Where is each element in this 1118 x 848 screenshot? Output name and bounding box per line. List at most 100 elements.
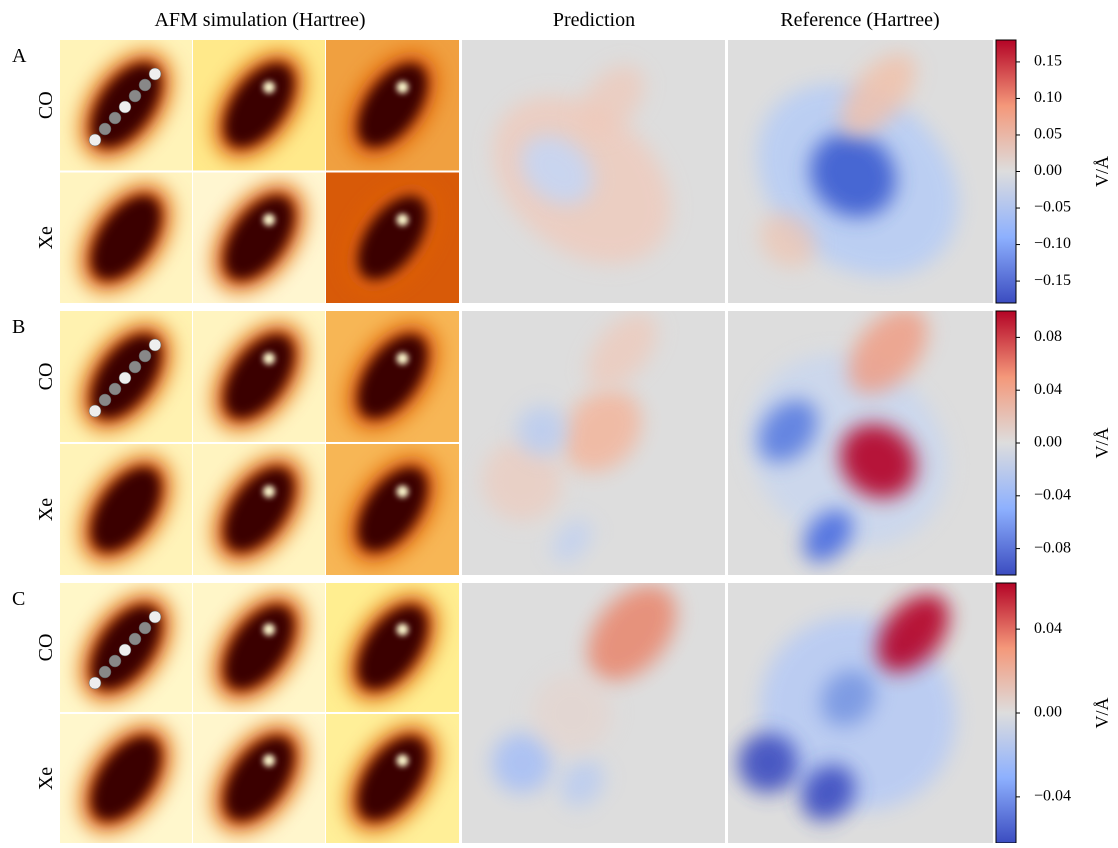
colorbar-tick-label: 0.04 [1034, 381, 1062, 398]
colorbar-tick-label: −0.04 [1034, 788, 1071, 805]
afm-image [193, 444, 325, 575]
afm-blob [224, 605, 294, 690]
colorbar-tick-label: 0.00 [1034, 162, 1062, 179]
afm-spot [396, 754, 409, 767]
afm-image [326, 583, 459, 712]
afm-blob [224, 63, 294, 148]
probe-label: CO [35, 91, 57, 119]
afm-blob [357, 605, 428, 690]
potential-region [848, 311, 928, 394]
afm-image [326, 172, 459, 303]
colorbar-tick-label: 0.15 [1034, 53, 1062, 70]
afm-blob [224, 736, 294, 821]
potential-region [820, 669, 876, 727]
potential-region [738, 733, 798, 793]
atom [108, 111, 122, 125]
potential-region [520, 135, 594, 205]
afm-image [326, 444, 459, 575]
colorbar-tick-label: −0.10 [1034, 235, 1071, 252]
potential-region [876, 594, 950, 672]
afm-spot [396, 352, 409, 365]
afm-blob [224, 195, 294, 280]
afm-spot [396, 81, 409, 94]
afm-blob [357, 63, 428, 148]
colorbar-tick-label: −0.08 [1034, 539, 1071, 556]
atom [88, 133, 102, 147]
atom [138, 78, 152, 92]
potential-region [552, 519, 592, 563]
atom [128, 89, 142, 103]
potential-region [517, 406, 567, 456]
afm-blob [91, 195, 161, 280]
afm-blob [357, 334, 428, 419]
afm-image [60, 40, 192, 171]
potential-region [492, 733, 552, 793]
potential-map [728, 583, 993, 843]
colorbar-tick-label: 0.00 [1034, 704, 1062, 721]
afm-spot [263, 623, 275, 636]
afm-image [60, 444, 192, 575]
atom [138, 349, 152, 363]
potential-region [840, 53, 916, 137]
colorbar-tick-label: 0.10 [1034, 89, 1062, 106]
atom [108, 382, 122, 396]
afm-image [60, 714, 192, 843]
probe-label: Xe [35, 767, 57, 790]
probe-label: CO [35, 634, 57, 662]
atom [98, 393, 112, 407]
atom [118, 100, 132, 114]
afm-image [60, 172, 192, 303]
colorbar-tick-label: 0.00 [1034, 434, 1062, 451]
afm-image [60, 583, 192, 712]
potential-map [462, 311, 725, 575]
afm-spot [263, 485, 275, 498]
afm-spot [396, 213, 409, 226]
potential-region [482, 441, 562, 521]
potential-region [803, 509, 853, 563]
atom [138, 621, 152, 635]
atom [148, 338, 162, 352]
afm-image [193, 40, 325, 171]
row-letter: B [12, 316, 25, 338]
afm-image [193, 311, 325, 442]
afm-spot [396, 623, 409, 636]
potential-map [728, 311, 993, 575]
afm-blob [224, 467, 294, 552]
probe-label: Xe [35, 226, 57, 249]
afm-blob [357, 467, 428, 552]
atom [148, 610, 162, 624]
atom [118, 643, 132, 657]
afm-image [193, 583, 325, 712]
afm-image [60, 311, 192, 442]
column-header: Prediction [553, 9, 635, 31]
afm-spot [396, 485, 409, 498]
atom [88, 676, 102, 690]
potential-region [562, 389, 642, 473]
probe-label: Xe [35, 498, 57, 521]
afm-blob [224, 334, 294, 419]
row-letter: C [12, 588, 25, 610]
probe-label: CO [35, 363, 57, 391]
colorbar-tick-label: 0.05 [1034, 126, 1062, 143]
atom [148, 67, 162, 81]
colorbar-tick-label: −0.15 [1034, 272, 1071, 289]
potential-map [462, 40, 725, 303]
row-letter: A [12, 45, 27, 67]
afm-spot [263, 754, 275, 767]
colorbar-tick-label: 0.08 [1034, 328, 1062, 345]
afm-blob [91, 467, 161, 552]
potential-region [559, 759, 605, 807]
atom [98, 665, 112, 679]
afm-spot [263, 213, 275, 226]
potential-region [587, 585, 677, 681]
column-header: Reference (Hartree) [780, 9, 939, 31]
atom [128, 360, 142, 374]
colorbar [995, 310, 1017, 576]
potential-region [579, 65, 645, 135]
colorbar [995, 39, 1017, 304]
colorbar-tick-label: −0.05 [1034, 199, 1071, 216]
column-header: AFM simulation (Hartree) [154, 9, 365, 31]
colorbar [995, 582, 1017, 844]
afm-image [193, 172, 325, 303]
